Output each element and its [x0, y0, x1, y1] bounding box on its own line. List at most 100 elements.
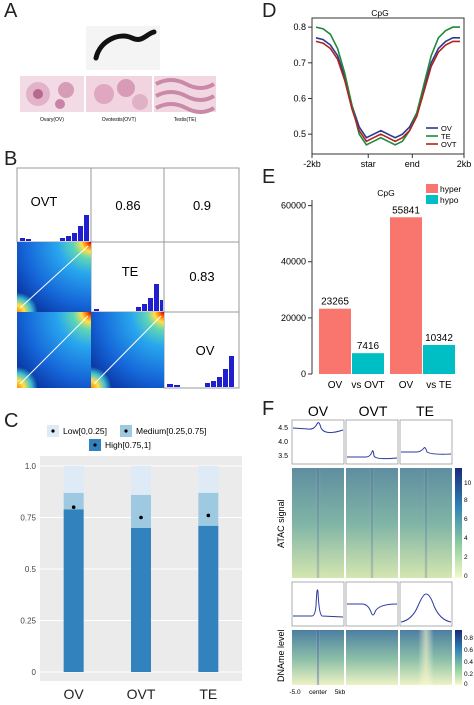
dname-profile-ovt: [347, 603, 398, 616]
data-label-e: 10342: [425, 333, 453, 344]
xtick-e-left: OV: [328, 380, 343, 390]
atac-profile-ovt: [347, 450, 398, 460]
dname-heatmap-te: [400, 630, 452, 685]
heat-cell-ov-te: [91, 312, 164, 388]
xtick-e-right: vs OVT: [351, 380, 384, 390]
cbar2-tick-08: 0.8: [464, 635, 473, 642]
bar-c-0: [131, 527, 151, 672]
correlation-matrix: OVT TE OV 0.86 0.9 0.83: [16, 167, 240, 389]
legend-label-d: TE: [441, 132, 451, 141]
colorbar-dname: [455, 630, 462, 685]
column-header-ovt: OVT: [359, 403, 388, 419]
dname-heatmap-ov: [292, 630, 344, 685]
ytick-c: 0.5: [25, 565, 37, 574]
xtick-c: TE: [199, 686, 217, 702]
ytick-e: 60000: [281, 201, 306, 211]
ytick-e: 0: [301, 369, 306, 379]
heat-cell-ov-ovt: [17, 312, 91, 388]
legend-e: hyper hypo: [426, 184, 461, 205]
data-label-e: 7416: [357, 341, 380, 352]
profile-tick-45: 4.5: [278, 425, 288, 432]
cbar1-tick-0: 0: [464, 573, 468, 580]
legend-swatch-hypo: [426, 195, 438, 204]
panel-e-label: E: [262, 166, 276, 188]
cbar1-tick-10: 10: [464, 480, 472, 487]
bar-c-1: [63, 492, 84, 510]
legend-swatch-hyper: [426, 184, 438, 193]
matrix-label-ov: OV: [196, 343, 215, 358]
profile-tick-40: 4.0: [278, 439, 288, 446]
xtick-d: 2kb: [457, 159, 472, 169]
bar-e-hypo: [423, 344, 455, 374]
cbar1-tick-2: 2: [464, 554, 468, 561]
caption-testis: Testis(TE): [174, 117, 197, 123]
profile-frame-dname-te: [399, 581, 453, 627]
bar-c-1: [131, 494, 151, 528]
panel-a-label: A: [4, 0, 18, 22]
chart-e-title: CpG: [377, 188, 394, 198]
data-label-e: 23265: [321, 297, 349, 308]
profile-tick-35: 3.5: [278, 453, 288, 460]
dname-heatmap-ovt: [346, 630, 398, 685]
ytick-c: 1.0: [25, 462, 37, 471]
profile-frame-dname-ov: [291, 581, 345, 627]
ytick-e: 20000: [281, 313, 306, 323]
mean-point-c: [71, 505, 76, 510]
ytick-c: 0.25: [20, 617, 36, 626]
correlation-ovt-ov: 0.9: [193, 198, 211, 213]
panel-f-label: F: [262, 398, 275, 420]
bar-c-2: [198, 466, 219, 493]
dname-profile-ov: [293, 589, 344, 618]
mean-point-c: [206, 513, 211, 518]
column-header-te: TE: [416, 403, 434, 419]
bar-e-hypo: [352, 353, 384, 374]
legend-label-hyper: hyper: [440, 184, 461, 194]
correlation-ovt-te: 0.86: [115, 198, 140, 213]
legend-label-d: OV: [441, 124, 452, 133]
row-label-atac: ATAC signal: [276, 499, 286, 548]
bar-e-hyper: [319, 308, 351, 374]
profile-frame-atac-te: [399, 419, 453, 465]
cbar1-tick-4: 4: [464, 535, 468, 542]
bar-e-hyper: [390, 217, 422, 374]
xtick-d: -2kb: [303, 159, 321, 169]
xtick-e-right: vs TE: [426, 380, 452, 390]
xtick-f-center: center: [309, 689, 328, 696]
xtick-f-right: 5kb: [335, 689, 346, 696]
caption-ovotestis: Ovotestis(OVT): [102, 117, 137, 123]
ytick-e: 40000: [281, 257, 306, 267]
matrix-label-te: TE: [122, 264, 139, 279]
panel-d-label: D: [262, 0, 277, 22]
legend-label-high: High[0.75,1]: [105, 440, 151, 450]
dname-profile-te: [400, 593, 452, 623]
line-te: [315, 26, 460, 146]
column-header-ov: OV: [308, 403, 329, 419]
ytick-d: 0.5: [293, 129, 306, 139]
xtick-d: end: [405, 159, 420, 169]
row-label-dname: DNAme level: [276, 629, 286, 682]
ytick-d: 0.6: [293, 93, 306, 103]
line-ovt: [315, 40, 460, 143]
legend-label-d: OVT: [441, 140, 457, 149]
atac-profile-ov: [292, 422, 344, 434]
caption-ovary: Ovary(OV): [40, 117, 64, 123]
histogram-te: [94, 284, 163, 311]
heat-cell-te-ovt: [17, 242, 91, 312]
xtick-f-left: -5.0: [289, 689, 301, 696]
correlation-te-ov: 0.83: [189, 269, 214, 284]
bar-c-0: [198, 525, 219, 672]
plot-frame-d: [311, 17, 465, 155]
legend-c: Low[0,0.25] Medium[0.25,0.75] High[0.75,…: [47, 425, 206, 451]
chart-d-title: CpG: [371, 8, 388, 18]
profile-frame-atac-ovt: [345, 419, 399, 465]
bar-c-2: [63, 466, 84, 493]
panel-b-label: B: [4, 148, 18, 170]
ytick-d: 0.7: [293, 58, 306, 68]
tissue-image-ovary: [20, 76, 84, 112]
xtick-c: OVT: [127, 686, 156, 702]
bar-c-2: [131, 466, 151, 495]
cbar1-tick-6: 6: [464, 516, 468, 523]
legend-label-low: Low[0,0.25]: [63, 426, 107, 436]
